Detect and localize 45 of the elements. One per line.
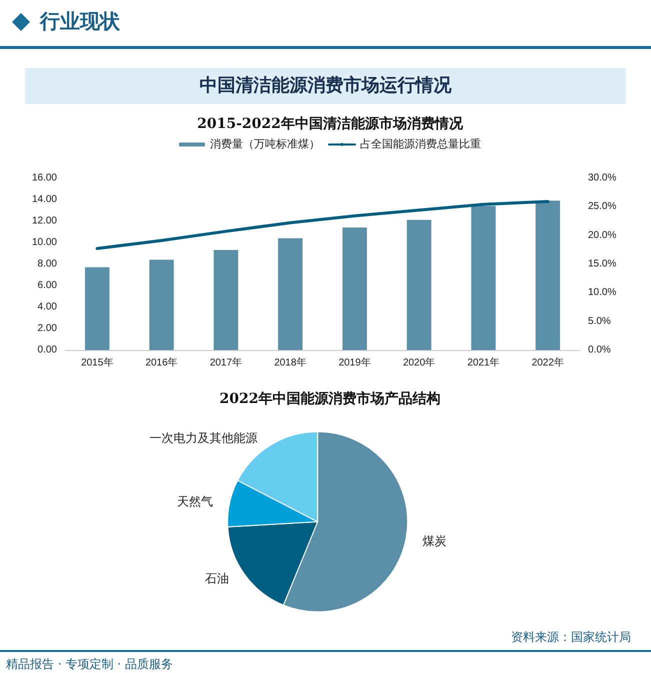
- legend-label: 占全国能源消费总量比重: [360, 138, 481, 150]
- y-tick-label: 2.00: [38, 323, 58, 334]
- bar: [84, 267, 110, 350]
- y-tick-label: 12.00: [32, 216, 58, 226]
- x-tick-label: 2020年: [402, 356, 436, 368]
- y2-tick-label: 25.0%: [588, 201, 616, 212]
- slice-label: 石油: [204, 572, 229, 586]
- y-tick-label: 4.00: [38, 302, 58, 312]
- x-tick-label: 2021年: [467, 356, 500, 368]
- y-tick-label: 6.00: [38, 280, 58, 291]
- bar: [406, 220, 432, 350]
- x-tick-label: 2019年: [338, 356, 371, 368]
- y2-tick-label: 20.0%: [588, 230, 616, 241]
- y2-tick-label: 15.0%: [588, 258, 616, 270]
- y2-tick-label: 30.0%: [588, 172, 616, 184]
- bar: [149, 260, 174, 350]
- y-tick-label: 8.00: [38, 258, 58, 270]
- x-tick-label: 2022年: [532, 356, 564, 368]
- x-tick-label: 2015年: [81, 356, 114, 368]
- legend-label: 消费量（万吨标准煤）: [210, 138, 320, 150]
- bar: [278, 238, 303, 350]
- y-tick-label: 10.00: [32, 237, 58, 248]
- y2-tick-label: 10.0%: [588, 287, 616, 298]
- line-series: [96, 200, 550, 250]
- x-tick-label: 2016年: [145, 356, 178, 368]
- bar: [536, 200, 560, 350]
- y-tick-label: 16.00: [32, 172, 58, 184]
- text: 中国清洁能源消费市场运行情况: [25, 68, 626, 104]
- chart-title: 2022年中国能源消费市场产品结构: [220, 390, 440, 407]
- bar: [214, 250, 238, 350]
- y-tick-label: 0.00: [38, 344, 58, 356]
- x-tick-label: 2017年: [210, 356, 242, 368]
- chart-title: 2015-2022年中国清洁能源市场消费情况: [197, 115, 464, 132]
- bar: [342, 227, 367, 350]
- text: 行业现状: [40, 8, 120, 35]
- slice-label: 一次电力及其他能源: [150, 431, 258, 446]
- bar: [471, 206, 496, 350]
- y-tick-label: 14.00: [32, 194, 58, 205]
- text: 资料来源：国家统计局: [511, 630, 631, 644]
- y2-tick-label: 5.0%: [588, 316, 611, 327]
- slice-label: 煤炭: [422, 534, 447, 548]
- x-tick-label: 2018年: [274, 356, 306, 368]
- slice-label: 天然气: [176, 494, 213, 508]
- y2-tick-label: 0.0%: [588, 344, 611, 356]
- text: 精品报告 · 专项定制 · 品质服务: [6, 656, 173, 673]
